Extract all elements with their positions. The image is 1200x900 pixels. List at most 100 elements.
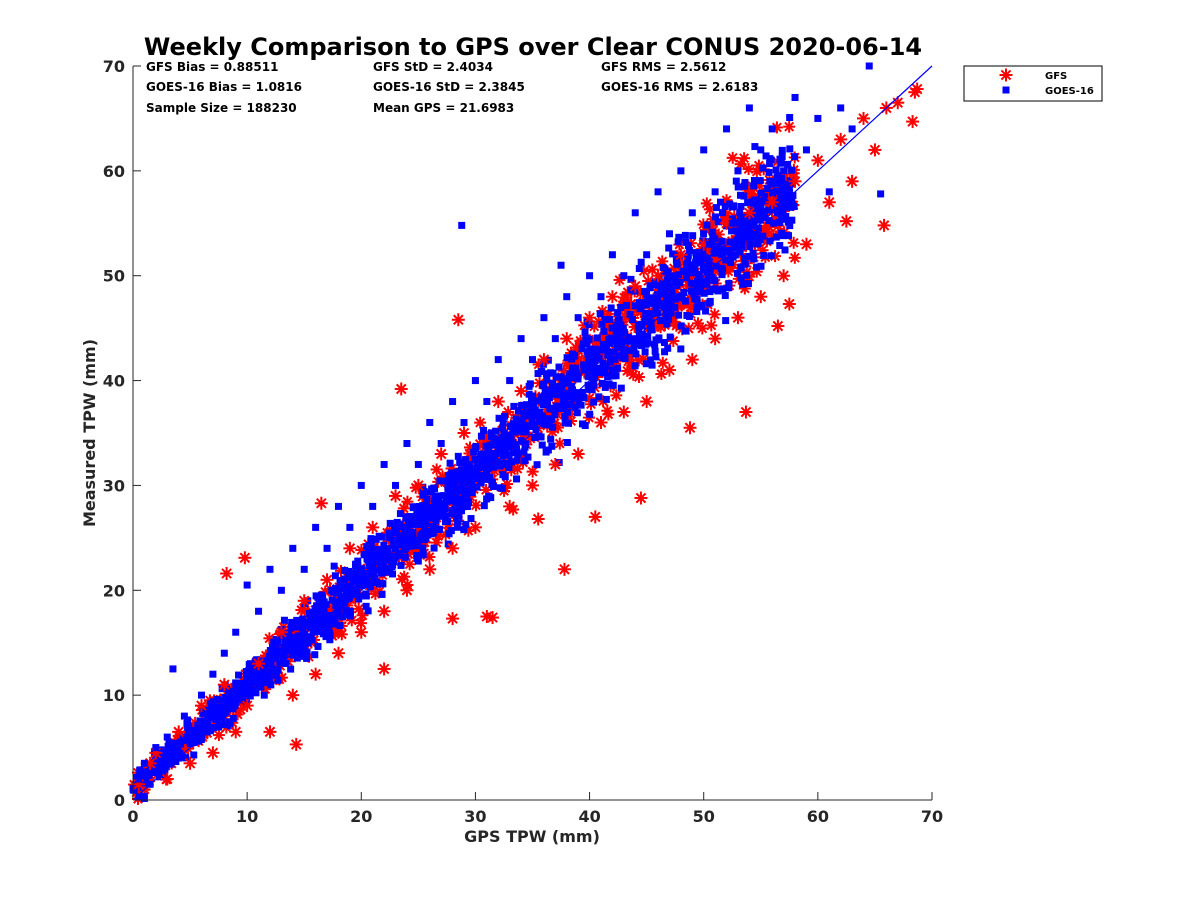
goes16-cloud-point xyxy=(637,342,645,350)
goes16-cloud-point xyxy=(498,484,506,492)
goes16-point xyxy=(563,293,571,301)
gfs-point xyxy=(834,132,848,146)
goes16-cloud-point xyxy=(624,333,632,341)
goes16-cloud-point xyxy=(538,368,546,376)
gfs-point xyxy=(309,667,323,681)
goes16-cloud-point xyxy=(365,570,373,578)
goes16-point xyxy=(403,439,411,447)
goes16-cloud-point xyxy=(675,233,683,241)
goes16-cloud-point xyxy=(463,493,471,501)
goes16-cloud-point xyxy=(763,185,771,193)
goes16-point xyxy=(660,282,668,290)
goes16-cloud-point xyxy=(733,219,741,227)
goes16-cloud-point xyxy=(661,265,669,273)
goes16-point xyxy=(454,471,462,479)
goes16-cloud-point xyxy=(531,434,539,442)
goes16-cloud-point xyxy=(480,426,488,434)
gfs-point xyxy=(263,725,277,739)
gfs-cloud-point xyxy=(335,628,348,641)
goes16-cloud-point xyxy=(462,521,470,529)
gfs-cloud-point xyxy=(526,465,539,478)
goes16-cloud-point xyxy=(225,688,233,696)
goes16-cloud-point xyxy=(699,266,707,274)
goes16-cloud-point xyxy=(692,259,700,267)
goes16-cloud-point xyxy=(460,526,468,534)
goes16-point xyxy=(586,272,594,280)
gfs-point xyxy=(788,174,802,188)
goes16-cloud-point xyxy=(585,321,593,329)
goes16-cloud-point xyxy=(366,583,374,591)
goes16-cloud-point xyxy=(722,256,730,264)
goes16-cloud-point xyxy=(261,673,269,681)
goes16-cloud-point xyxy=(218,685,226,693)
gfs-point xyxy=(765,195,779,209)
goes16-cloud-point xyxy=(759,164,767,172)
goes16-cloud-point xyxy=(543,376,551,384)
goes16-cloud-point xyxy=(727,259,735,267)
legend-goes16-marker xyxy=(1002,86,1010,94)
goes16-cloud-point xyxy=(598,346,606,354)
goes16-cloud-point xyxy=(405,521,413,529)
goes16-cloud-point xyxy=(767,156,775,164)
gfs-point xyxy=(557,562,571,576)
goes16-cloud-point xyxy=(714,218,722,226)
goes16-cloud-point xyxy=(438,492,446,500)
goes16-cloud-point xyxy=(481,475,489,483)
goes16-cloud-point xyxy=(595,393,603,401)
gfs-point xyxy=(457,426,471,440)
goes16-point xyxy=(300,565,308,573)
goes16-cloud-point xyxy=(754,240,762,248)
stat-gfs-bias: GFS Bias = 0.88511 xyxy=(146,60,278,74)
goes16-cloud-point xyxy=(684,256,692,264)
goes16-cloud-point xyxy=(685,312,693,320)
goes16-cloud-point xyxy=(706,297,714,305)
goes16-cloud-point xyxy=(687,279,695,287)
y-axis-label: Measured TPW (mm) xyxy=(80,339,99,527)
goes16-cloud-point xyxy=(391,545,399,553)
goes16-cloud-point xyxy=(610,348,618,356)
goes16-cloud-point xyxy=(663,320,671,328)
gfs-point xyxy=(537,353,551,367)
goes16-cloud-point xyxy=(741,260,749,268)
goes16-cloud-point xyxy=(711,277,719,285)
goes16-cloud-point xyxy=(790,202,798,210)
goes16-cloud-point xyxy=(383,555,391,563)
gfs-cloud-point xyxy=(263,632,276,645)
goes16-point xyxy=(734,167,742,175)
goes16-cloud-point xyxy=(226,693,234,701)
goes16-cloud-point xyxy=(533,461,541,469)
goes16-cloud-point xyxy=(550,390,558,398)
gfs-point xyxy=(320,573,334,587)
goes16-cloud-point xyxy=(583,340,591,348)
goes16-cloud-point xyxy=(307,615,315,623)
goes16-cloud-point xyxy=(332,588,340,596)
goes16-cloud-point xyxy=(408,517,416,525)
gfs-point xyxy=(560,332,574,346)
goes16-cloud-point xyxy=(287,624,295,632)
y-tick-label: 30 xyxy=(103,476,125,495)
goes16-cloud-point xyxy=(746,243,754,251)
goes16-cloud-point xyxy=(718,271,726,279)
goes16-cloud-point xyxy=(283,641,291,649)
goes16-point xyxy=(865,62,873,70)
goes16-cloud-point xyxy=(528,396,536,404)
goes16-cloud-point xyxy=(379,580,387,588)
goes16-cloud-point xyxy=(348,587,356,595)
goes16-cloud-point xyxy=(673,252,681,260)
goes16-cloud-point xyxy=(693,308,701,316)
goes16-cloud-point xyxy=(524,453,532,461)
goes16-cloud-point xyxy=(336,578,344,586)
goes16-cloud-point xyxy=(628,316,636,324)
goes16-cloud-point xyxy=(389,553,397,561)
goes16-cloud-point xyxy=(743,271,751,279)
goes16-cloud-point xyxy=(322,600,330,608)
goes16-cloud-point xyxy=(483,467,491,475)
goes16-cloud-point xyxy=(419,491,427,499)
goes16-cloud-point xyxy=(712,213,720,221)
goes16-cloud-point xyxy=(419,483,427,491)
goes16-cloud-point xyxy=(651,281,659,289)
legend-box xyxy=(963,65,1103,102)
goes16-cloud-point xyxy=(717,264,725,272)
goes16-cloud-point xyxy=(447,527,455,535)
goes16-cloud-point xyxy=(520,428,528,436)
